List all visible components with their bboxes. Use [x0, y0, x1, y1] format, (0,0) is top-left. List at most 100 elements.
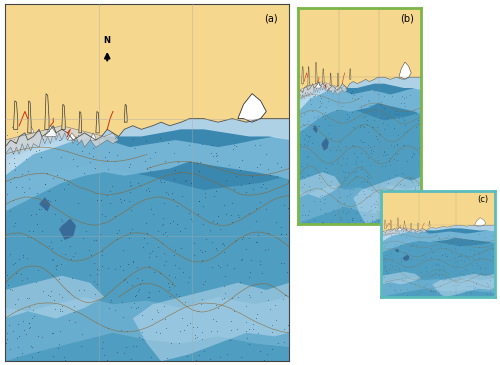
Point: [431, 288, 439, 294]
Point: [53, 172, 61, 178]
Point: [104, 325, 112, 331]
Point: [470, 251, 478, 257]
Point: [34, 333, 42, 339]
Point: [253, 311, 261, 316]
Point: [300, 122, 308, 128]
Point: [239, 234, 247, 240]
Point: [315, 175, 323, 181]
Point: [156, 177, 164, 182]
Point: [32, 149, 40, 154]
Point: [57, 216, 65, 222]
Point: [63, 235, 71, 241]
Point: [22, 295, 30, 301]
Point: [233, 326, 241, 332]
Point: [104, 166, 112, 172]
Point: [187, 216, 195, 222]
Point: [381, 258, 389, 264]
Point: [146, 164, 154, 170]
Polygon shape: [381, 278, 495, 297]
Point: [206, 150, 214, 156]
Point: [476, 251, 484, 257]
Point: [300, 120, 308, 126]
Point: [398, 290, 406, 296]
Point: [368, 218, 376, 223]
Point: [284, 269, 292, 274]
Point: [280, 326, 288, 331]
Point: [171, 262, 179, 268]
Point: [178, 193, 186, 199]
Point: [136, 334, 143, 340]
Point: [52, 306, 60, 312]
Point: [392, 264, 400, 269]
Point: [228, 327, 235, 333]
Point: [212, 220, 220, 226]
Point: [12, 184, 20, 190]
Point: [451, 245, 459, 251]
Point: [460, 272, 468, 277]
Point: [148, 211, 156, 217]
Point: [462, 288, 470, 294]
Point: [358, 166, 366, 172]
Point: [374, 157, 382, 163]
Point: [32, 279, 40, 285]
Point: [138, 244, 146, 250]
Point: [436, 243, 444, 249]
Point: [427, 287, 435, 292]
Point: [349, 124, 357, 130]
Point: [348, 95, 356, 101]
Point: [356, 158, 364, 164]
Point: [475, 243, 483, 249]
Point: [183, 322, 191, 328]
Point: [39, 288, 47, 293]
Point: [282, 231, 290, 237]
Point: [45, 243, 53, 249]
Point: [75, 288, 83, 293]
Point: [18, 350, 26, 356]
Point: [360, 188, 368, 194]
Point: [246, 341, 254, 346]
Point: [380, 126, 388, 132]
Point: [295, 176, 303, 182]
Point: [160, 304, 168, 310]
Polygon shape: [298, 185, 421, 224]
Point: [353, 192, 361, 197]
Point: [242, 246, 250, 251]
Polygon shape: [474, 218, 486, 226]
Point: [14, 344, 22, 350]
Point: [363, 218, 371, 224]
Point: [245, 292, 253, 298]
Point: [408, 242, 416, 248]
Point: [212, 318, 220, 324]
Polygon shape: [5, 165, 289, 361]
Point: [160, 222, 168, 227]
Point: [332, 160, 340, 166]
Point: [321, 116, 329, 122]
Point: [242, 303, 250, 309]
Point: [58, 303, 66, 309]
Polygon shape: [298, 88, 421, 133]
Point: [14, 335, 22, 341]
Point: [266, 172, 274, 178]
Point: [320, 200, 328, 206]
Point: [47, 288, 55, 294]
Point: [244, 235, 252, 241]
Point: [98, 248, 106, 254]
Point: [115, 227, 123, 233]
Point: [416, 117, 424, 123]
Point: [472, 284, 480, 290]
Point: [151, 150, 159, 155]
Point: [208, 218, 216, 224]
Polygon shape: [298, 8, 421, 95]
Point: [332, 83, 340, 89]
Polygon shape: [28, 126, 34, 133]
Point: [395, 204, 403, 210]
Point: [154, 245, 162, 250]
Point: [410, 151, 418, 157]
Point: [65, 318, 73, 323]
Point: [384, 158, 392, 164]
Point: [99, 339, 107, 345]
Polygon shape: [384, 220, 386, 228]
Polygon shape: [5, 126, 118, 154]
Polygon shape: [381, 239, 495, 297]
Point: [6, 346, 14, 352]
